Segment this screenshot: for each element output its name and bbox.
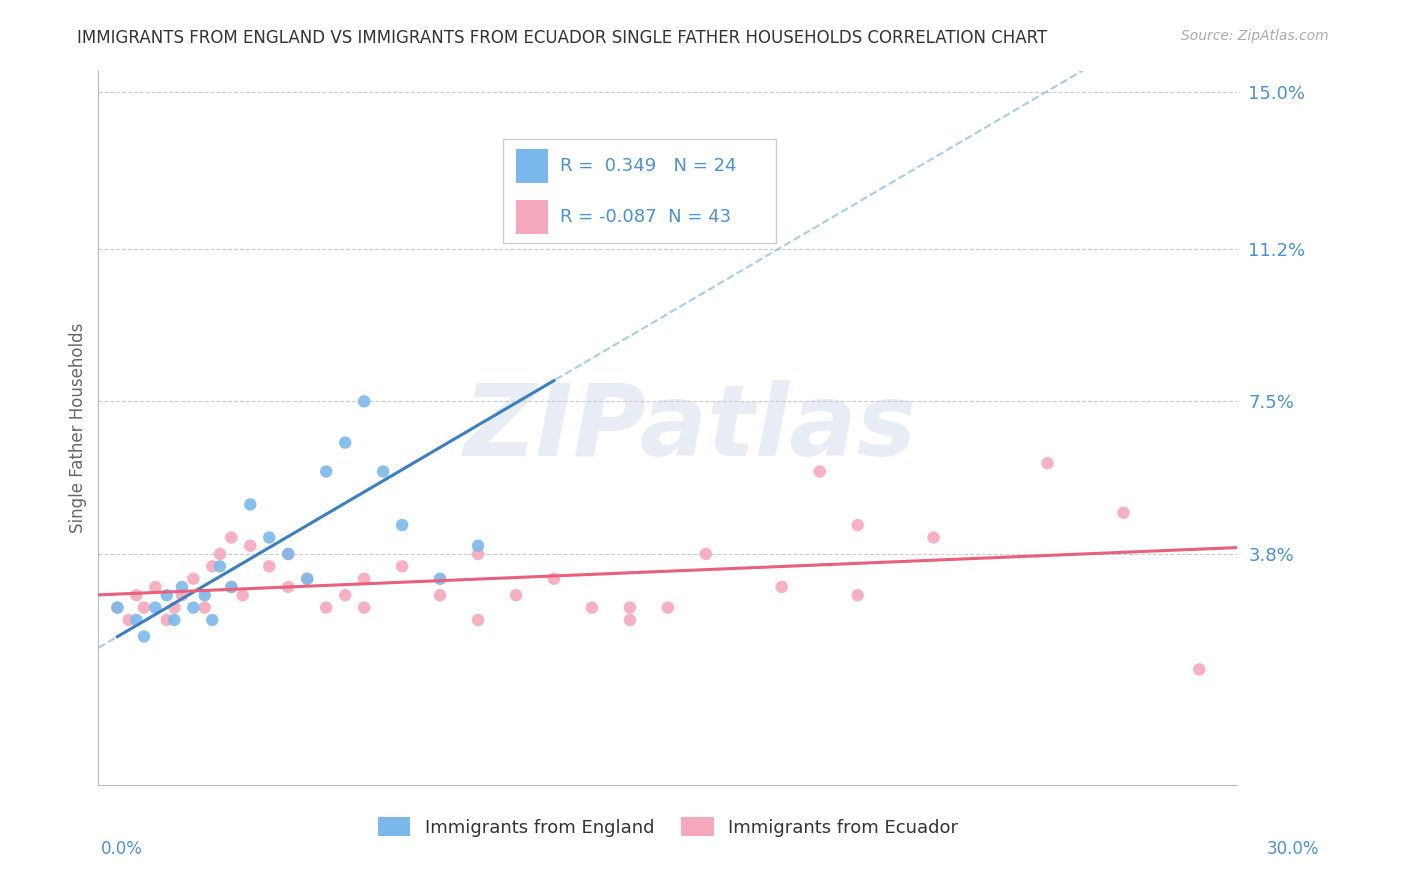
- Point: [770, 580, 793, 594]
- Point: [429, 588, 451, 602]
- Point: [1188, 663, 1211, 677]
- Point: [353, 394, 375, 409]
- Y-axis label: Single Father Households: Single Father Households: [69, 323, 87, 533]
- Point: [543, 572, 565, 586]
- Point: [543, 225, 565, 239]
- Point: [1036, 456, 1059, 470]
- Point: [232, 588, 254, 602]
- Text: ZIPatlas: ZIPatlas: [464, 380, 917, 476]
- Point: [619, 600, 641, 615]
- Point: [239, 539, 262, 553]
- FancyBboxPatch shape: [516, 149, 548, 184]
- Point: [183, 572, 205, 586]
- Point: [183, 600, 205, 615]
- Point: [467, 547, 489, 561]
- Point: [315, 600, 337, 615]
- Point: [581, 600, 603, 615]
- Point: [1112, 506, 1135, 520]
- Point: [221, 580, 243, 594]
- FancyBboxPatch shape: [503, 139, 776, 243]
- Point: [125, 588, 148, 602]
- Point: [156, 613, 179, 627]
- Point: [315, 465, 337, 479]
- Point: [125, 613, 148, 627]
- Point: [208, 547, 231, 561]
- Point: [391, 518, 413, 533]
- Point: [846, 588, 869, 602]
- Point: [353, 600, 375, 615]
- Point: [194, 600, 217, 615]
- Point: [429, 572, 451, 586]
- Point: [194, 588, 217, 602]
- Point: [221, 580, 243, 594]
- Legend: Immigrants from England, Immigrants from Ecuador: Immigrants from England, Immigrants from…: [370, 810, 966, 844]
- Text: 30.0%: 30.0%: [1267, 840, 1319, 858]
- Point: [163, 600, 186, 615]
- Point: [145, 600, 167, 615]
- Point: [371, 465, 394, 479]
- Point: [505, 588, 527, 602]
- Point: [922, 531, 945, 545]
- Point: [467, 539, 489, 553]
- Point: [208, 559, 231, 574]
- Point: [695, 547, 717, 561]
- Text: 0.0%: 0.0%: [101, 840, 143, 858]
- Point: [201, 559, 224, 574]
- Point: [657, 600, 679, 615]
- Point: [277, 547, 299, 561]
- Text: R = -0.087  N = 43: R = -0.087 N = 43: [560, 208, 731, 226]
- Point: [170, 580, 193, 594]
- Point: [297, 572, 319, 586]
- Point: [353, 572, 375, 586]
- Point: [201, 613, 224, 627]
- Point: [277, 547, 299, 561]
- Point: [277, 580, 299, 594]
- FancyBboxPatch shape: [516, 200, 548, 234]
- Point: [259, 559, 281, 574]
- Point: [132, 600, 155, 615]
- Point: [156, 588, 179, 602]
- Point: [163, 613, 186, 627]
- Text: Source: ZipAtlas.com: Source: ZipAtlas.com: [1181, 29, 1329, 43]
- Point: [145, 580, 167, 594]
- Point: [107, 600, 129, 615]
- Point: [846, 518, 869, 533]
- Point: [132, 630, 155, 644]
- Point: [391, 559, 413, 574]
- Point: [239, 498, 262, 512]
- Point: [335, 435, 357, 450]
- Point: [107, 600, 129, 615]
- Point: [467, 613, 489, 627]
- Point: [221, 531, 243, 545]
- Point: [170, 588, 193, 602]
- Point: [259, 531, 281, 545]
- Text: R =  0.349   N = 24: R = 0.349 N = 24: [560, 157, 737, 175]
- Point: [808, 465, 831, 479]
- Point: [619, 613, 641, 627]
- Point: [118, 613, 141, 627]
- Point: [297, 572, 319, 586]
- Point: [335, 588, 357, 602]
- Text: IMMIGRANTS FROM ENGLAND VS IMMIGRANTS FROM ECUADOR SINGLE FATHER HOUSEHOLDS CORR: IMMIGRANTS FROM ENGLAND VS IMMIGRANTS FR…: [77, 29, 1047, 46]
